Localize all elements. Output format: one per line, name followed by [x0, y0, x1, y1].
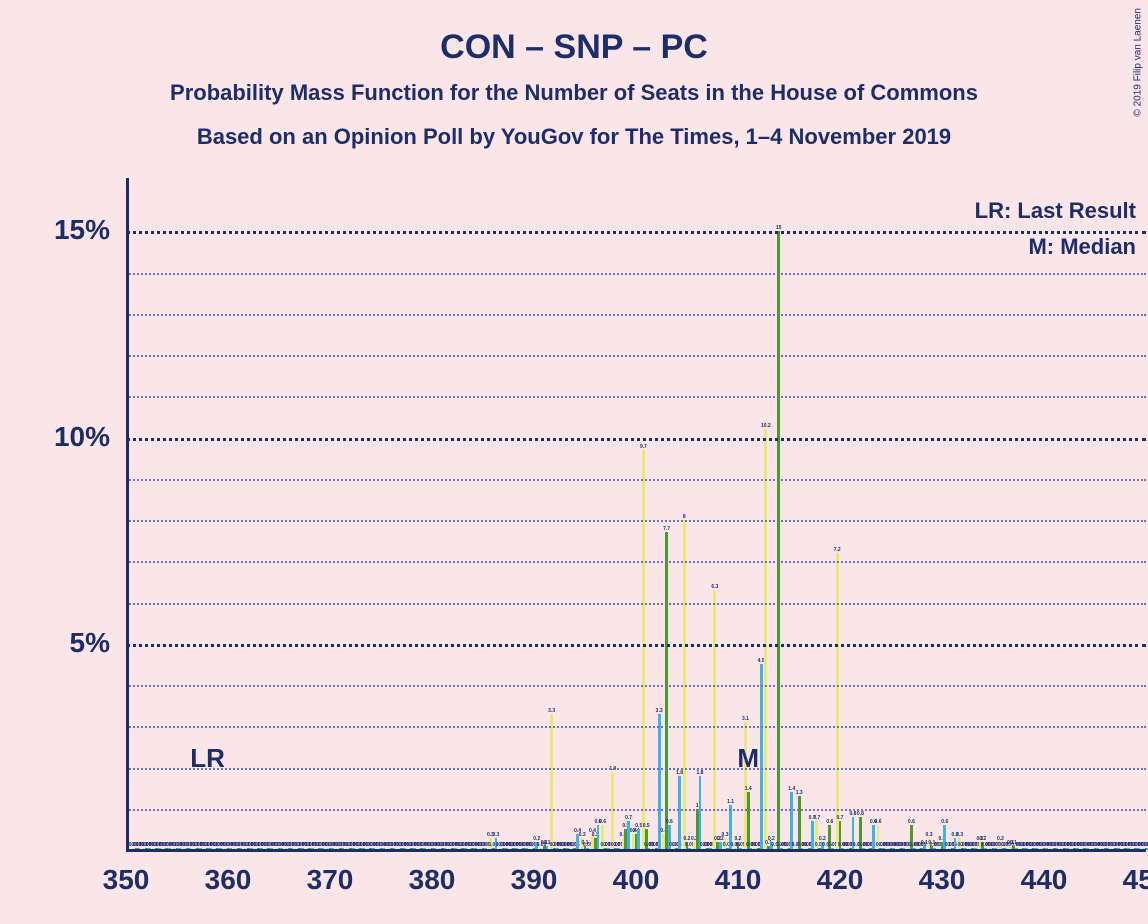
bar-value-label: 0.6	[875, 819, 882, 825]
bar-blue: 0.7	[811, 821, 814, 850]
bar-value-label: 0.6	[941, 819, 948, 825]
chart-subtitle-1: Probability Mass Function for the Number…	[0, 80, 1148, 106]
bar-blue: 1.8	[699, 776, 702, 850]
bar-yellow: 10.2	[764, 429, 767, 850]
bar-value-label: 1.4	[788, 786, 795, 792]
bar-value-label: 0.3	[956, 832, 963, 838]
x-tick-label: 430	[919, 864, 966, 896]
bar-value-label: 0.2	[979, 836, 986, 842]
bar-yellow: 9.7	[642, 450, 645, 850]
bar-value-label: 6.3	[711, 584, 718, 590]
grid-minor	[126, 355, 1146, 357]
bar-value-label: 3.3	[548, 708, 555, 714]
grid-major	[126, 231, 1146, 234]
y-tick-label: 15%	[0, 214, 110, 246]
bar-value-label: 0.6	[826, 819, 833, 825]
bar-value-label: 0.8	[857, 811, 864, 817]
bar-value-label: 0.2	[997, 836, 1004, 842]
bar-value-label: 0.3	[492, 832, 499, 838]
x-tick-label: 450	[1123, 864, 1148, 896]
bar-value-label: 0.3	[926, 832, 933, 838]
bar-value-label: 0.2	[684, 836, 691, 842]
bar-value-label: 0.7	[813, 815, 820, 821]
bar-yellow: 6.3	[713, 590, 716, 850]
x-tick-label: 400	[613, 864, 660, 896]
bar-value-label: 0.6	[666, 819, 673, 825]
bar-yellow: 1.9	[611, 772, 614, 850]
y-tick-label: 10%	[0, 421, 110, 453]
bar-blue: 0.6	[872, 825, 875, 850]
legend-lr: LR: Last Result	[975, 198, 1136, 224]
bar-blue: 0.5	[637, 829, 640, 850]
y-axis	[126, 178, 129, 850]
grid-minor	[126, 809, 1146, 811]
x-tick-label: 350	[103, 864, 150, 896]
bar-value-label: 7.7	[663, 526, 670, 532]
bar-yellow: 3.3	[550, 714, 553, 850]
x-tick-label: 380	[409, 864, 456, 896]
bar-value-label: 0.2	[819, 836, 826, 842]
y-tick-label: 5%	[0, 627, 110, 659]
bar-value-label: 0.6	[908, 819, 915, 825]
chart-canvas: © 2019 Filip van Laenen CON – SNP – PC P…	[0, 0, 1148, 924]
bar-value-label: 0.8	[849, 811, 856, 817]
grid-major	[126, 644, 1146, 647]
x-tick-label: 360	[205, 864, 252, 896]
bar-value-label: 10.2	[761, 423, 771, 429]
marker-m: M	[737, 743, 759, 774]
grid-minor	[126, 520, 1146, 522]
x-axis	[126, 849, 1146, 852]
bar-value-label: 1.3	[796, 790, 803, 796]
x-tick-label: 370	[307, 864, 354, 896]
bar-blue: 0.7	[627, 821, 630, 850]
chart-title: CON – SNP – PC	[0, 28, 1148, 67]
bar-value-label: 0.05	[1144, 842, 1148, 848]
bar-value-label: 9.7	[640, 444, 647, 450]
marker-lr: LR	[190, 743, 225, 774]
bar-value-label: 0.6	[599, 819, 606, 825]
bar-value-label: 0.3	[579, 832, 586, 838]
chart-subtitle-2: Based on an Opinion Poll by YouGov for T…	[0, 124, 1148, 150]
bar-green: 15	[777, 231, 780, 850]
x-tick-label: 440	[1021, 864, 1068, 896]
bar-value-label: 0.5	[643, 823, 650, 829]
bar-blue: 1.8	[678, 776, 681, 850]
bar-value-label: 0.2	[735, 836, 742, 842]
bar-value-label: 3.3	[656, 708, 663, 714]
bar-value-label: 1.4	[745, 786, 752, 792]
bar-value-label: 1.8	[696, 770, 703, 776]
bar-blue: 0.6	[597, 825, 600, 850]
plot-area: 0.050.050.050.050.050.050.050.050.050.05…	[126, 190, 1146, 850]
grid-minor	[126, 685, 1146, 687]
x-tick-label: 390	[511, 864, 558, 896]
grid-minor	[126, 273, 1146, 275]
bar-value-label: 0.2	[533, 836, 540, 842]
bar-value-label: 1.1	[727, 799, 734, 805]
grid-major	[126, 438, 1146, 441]
bar-green: 7.7	[665, 532, 668, 850]
bar-value-label: 0.7	[837, 815, 844, 821]
grid-minor	[126, 603, 1146, 605]
x-tick-label: 410	[715, 864, 762, 896]
grid-minor	[126, 314, 1146, 316]
bar-value-label: 0.2	[768, 836, 775, 842]
bar-value-label: 3.1	[742, 716, 749, 722]
grid-minor	[126, 726, 1146, 728]
grid-minor	[126, 561, 1146, 563]
bar-value-label: 0.3	[722, 832, 729, 838]
x-tick-label: 420	[817, 864, 864, 896]
bar-blue: 4.5	[760, 664, 763, 850]
legend-m: M: Median	[1028, 234, 1136, 260]
grid-minor	[126, 479, 1146, 481]
grid-minor	[126, 768, 1146, 770]
bar-value-label: 0.7	[625, 815, 632, 821]
bar-yellow: 7.2	[836, 553, 839, 850]
bar-value-label: 7.2	[834, 547, 841, 553]
grid-minor	[126, 396, 1146, 398]
